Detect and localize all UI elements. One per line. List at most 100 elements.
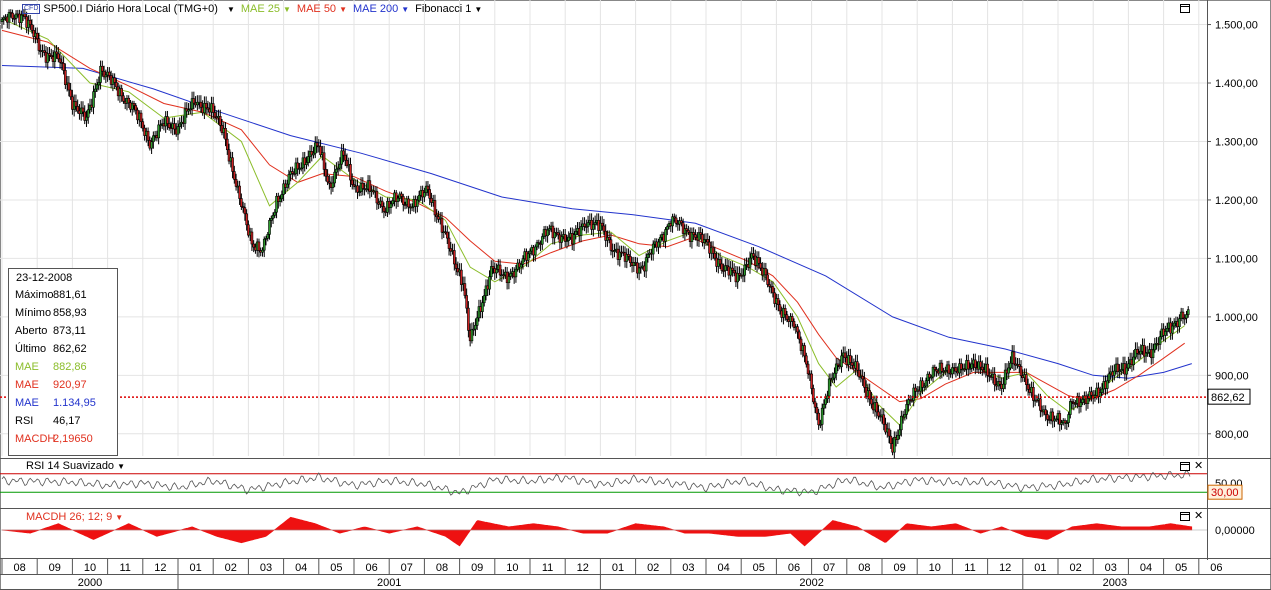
close-icon[interactable]: ✕	[1194, 460, 1204, 472]
candle-body	[488, 276, 491, 290]
candle-body	[58, 58, 62, 63]
candle-body	[1139, 350, 1143, 355]
candle-body	[7, 12, 11, 23]
candle-body	[238, 185, 241, 199]
month-label: 10	[506, 562, 518, 574]
candle-body	[14, 13, 18, 19]
chevron-down-icon[interactable]: ▼	[115, 513, 124, 522]
chevron-down-icon[interactable]: ▼	[474, 4, 483, 14]
fibonacci-tool[interactable]: Fibonacci 1 ▼	[415, 3, 482, 15]
candle-body	[893, 437, 896, 453]
candle-body	[224, 127, 227, 140]
candle-body	[1039, 398, 1042, 411]
candle-body	[189, 108, 192, 111]
candle-body	[176, 126, 180, 135]
candle-body	[850, 362, 854, 366]
candle-body	[1002, 383, 1005, 389]
candle-body	[1081, 399, 1084, 403]
candle-body	[834, 363, 838, 374]
close-icon[interactable]: ✕	[1194, 510, 1204, 522]
chevron-down-icon[interactable]: ▼	[401, 4, 410, 14]
candle-body	[618, 251, 622, 260]
candle-body	[604, 230, 607, 241]
candle-body	[827, 378, 831, 397]
candle-body	[563, 234, 567, 242]
candle-body	[271, 214, 275, 219]
candle-body	[328, 181, 331, 184]
candle-body	[1151, 349, 1155, 359]
candle-body	[338, 163, 342, 169]
month-label: 11	[964, 562, 975, 574]
chevron-down-icon[interactable]: ▼	[117, 462, 126, 471]
mae200-indicator[interactable]: MAE 200 ▼	[353, 3, 409, 15]
candle-body	[166, 116, 169, 124]
data-window-row: Mínimo 858,93	[15, 307, 113, 323]
candle-body	[453, 250, 456, 265]
month-label: 03	[682, 562, 694, 574]
candle-body	[556, 232, 560, 236]
month-label: 07	[401, 562, 413, 574]
candle-body	[875, 402, 879, 413]
mae25-indicator[interactable]: MAE 25 ▼	[241, 3, 291, 15]
candle-body	[1090, 391, 1093, 396]
candle-body	[970, 363, 974, 369]
candle-body	[683, 228, 687, 234]
row-label: Máximo	[15, 289, 54, 301]
candle-body	[706, 239, 710, 243]
row-label: MAE	[15, 397, 39, 409]
candle-body	[401, 196, 405, 205]
candle-body	[1060, 422, 1063, 425]
year-label: 2002	[799, 577, 823, 589]
candle-body	[1127, 363, 1130, 369]
candle-body	[567, 236, 571, 241]
candle-body	[840, 355, 843, 368]
maximize-icon[interactable]	[1180, 462, 1190, 471]
maximize-icon[interactable]	[1180, 4, 1190, 13]
candle-body	[449, 248, 453, 252]
candle-body	[113, 77, 116, 83]
month-label: 04	[1140, 562, 1152, 574]
candle-body	[912, 387, 915, 401]
candle-body	[1007, 367, 1011, 374]
chevron-down-icon[interactable]: ▼	[283, 4, 291, 14]
candle-body	[697, 232, 701, 241]
macd-panel-title[interactable]: MACDH 26; 12; 9 ▼	[26, 511, 123, 523]
month-label: 06	[1210, 562, 1222, 574]
candle-body	[28, 19, 32, 25]
candle-body	[1178, 318, 1181, 327]
candle-body	[340, 150, 343, 165]
candle-body	[732, 269, 736, 274]
macdh-tick-label: 0,00000	[1215, 525, 1255, 537]
candle-body	[491, 266, 495, 269]
candle-body	[741, 274, 745, 277]
mae200-line	[1, 65, 1192, 379]
candle-body	[586, 222, 590, 227]
candle-body	[426, 185, 430, 190]
candle-body	[454, 263, 458, 269]
row-label: MAE	[15, 361, 39, 373]
candle-body	[799, 338, 803, 351]
candle-body	[132, 103, 136, 106]
candle-body	[903, 413, 907, 418]
candle-body	[817, 412, 820, 426]
candle-body	[1051, 411, 1055, 422]
candle-body	[152, 135, 155, 143]
candle-body	[692, 232, 695, 235]
maximize-icon[interactable]	[1180, 512, 1190, 521]
candle-body	[1144, 352, 1148, 357]
mae50-indicator[interactable]: MAE 50 ▼	[297, 3, 347, 15]
chevron-down-icon[interactable]: ▼	[339, 4, 347, 14]
instrument-selector[interactable]: CFD SP500.I Diário Hora Local (TMG+0) ▼	[22, 3, 235, 15]
instrument-label: SP500.I Diário Hora Local (TMG+0)	[43, 3, 218, 15]
candle-body	[1086, 398, 1090, 404]
rsi-panel-title[interactable]: RSI 14 Suavizado ▼	[26, 460, 125, 472]
candle-body	[687, 230, 690, 233]
candle-body	[713, 253, 717, 259]
chevron-down-icon[interactable]: ▼	[226, 4, 235, 14]
candle-body	[375, 190, 379, 204]
candle-body	[0, 18, 4, 22]
mae25-label: MAE 25	[240, 3, 280, 15]
candle-body	[470, 329, 474, 342]
candle-body	[1098, 392, 1102, 397]
candle-body	[1120, 369, 1123, 372]
